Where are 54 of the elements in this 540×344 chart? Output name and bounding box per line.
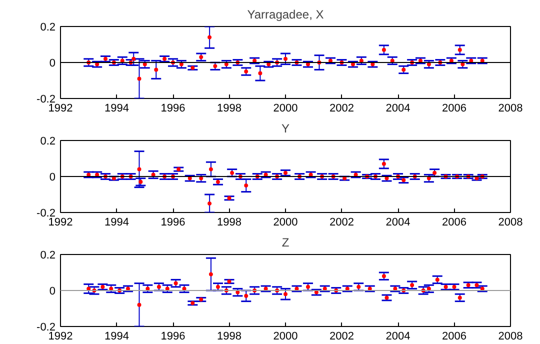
point (244, 70, 248, 74)
point (458, 48, 462, 52)
x-tick-label: 1996 (160, 330, 186, 342)
x-tick-label: 2000 (273, 216, 298, 228)
y-tick-label: 0.2 (40, 136, 56, 148)
chart-title: Yarragadee, X (247, 8, 324, 22)
x-tick-label: 1998 (217, 330, 242, 342)
point (284, 292, 288, 296)
y-tick-label: 0 (49, 58, 56, 70)
point (132, 56, 136, 61)
point (137, 76, 142, 81)
x-tick-label: 2002 (330, 216, 354, 228)
x-tick-label: 2002 (330, 330, 354, 342)
point (382, 48, 386, 52)
chart-title: Y (282, 122, 290, 136)
point (137, 302, 142, 307)
x-tick-label: 1992 (48, 216, 73, 228)
x-tick-label: 2000 (273, 102, 298, 114)
y-tick-label: 0 (49, 286, 56, 298)
x-tick-label: 1994 (104, 330, 129, 342)
x-tick-label: 1998 (217, 216, 242, 228)
point (154, 68, 158, 72)
point (244, 294, 248, 298)
x-tick-label: 2004 (386, 330, 410, 342)
y-tick-label: 0.2 (40, 22, 56, 34)
y-tick-label: 0 (49, 172, 56, 184)
x-tick-label: 1992 (48, 330, 73, 342)
x-tick-label: 1996 (160, 216, 186, 228)
point (284, 56, 288, 61)
point (208, 35, 212, 40)
x-tick-label: 2008 (498, 330, 523, 342)
x-tick-label: 1998 (217, 102, 242, 114)
x-tick-label: 2004 (386, 102, 410, 114)
x-tick-label: 1992 (48, 102, 73, 114)
x-tick-label: 1994 (104, 102, 129, 114)
x-tick-label: 1996 (160, 102, 186, 114)
point (208, 202, 212, 206)
point (137, 167, 142, 172)
point (244, 184, 248, 188)
point (208, 272, 213, 276)
y-tick-label: 0.2 (40, 250, 56, 262)
x-tick-label: 2006 (442, 102, 466, 114)
x-tick-label: 2006 (442, 330, 466, 342)
x-tick-label: 1994 (104, 216, 129, 228)
point (382, 162, 386, 166)
x-tick-label: 2002 (330, 102, 354, 114)
x-tick-label: 2000 (273, 330, 298, 342)
x-tick-label: 2004 (386, 216, 410, 228)
x-tick-label: 2008 (498, 102, 523, 114)
point (258, 71, 262, 76)
point (208, 167, 213, 172)
chart-title: Z (282, 236, 290, 250)
x-tick-label: 2008 (498, 216, 523, 228)
x-tick-label: 2006 (442, 216, 466, 228)
